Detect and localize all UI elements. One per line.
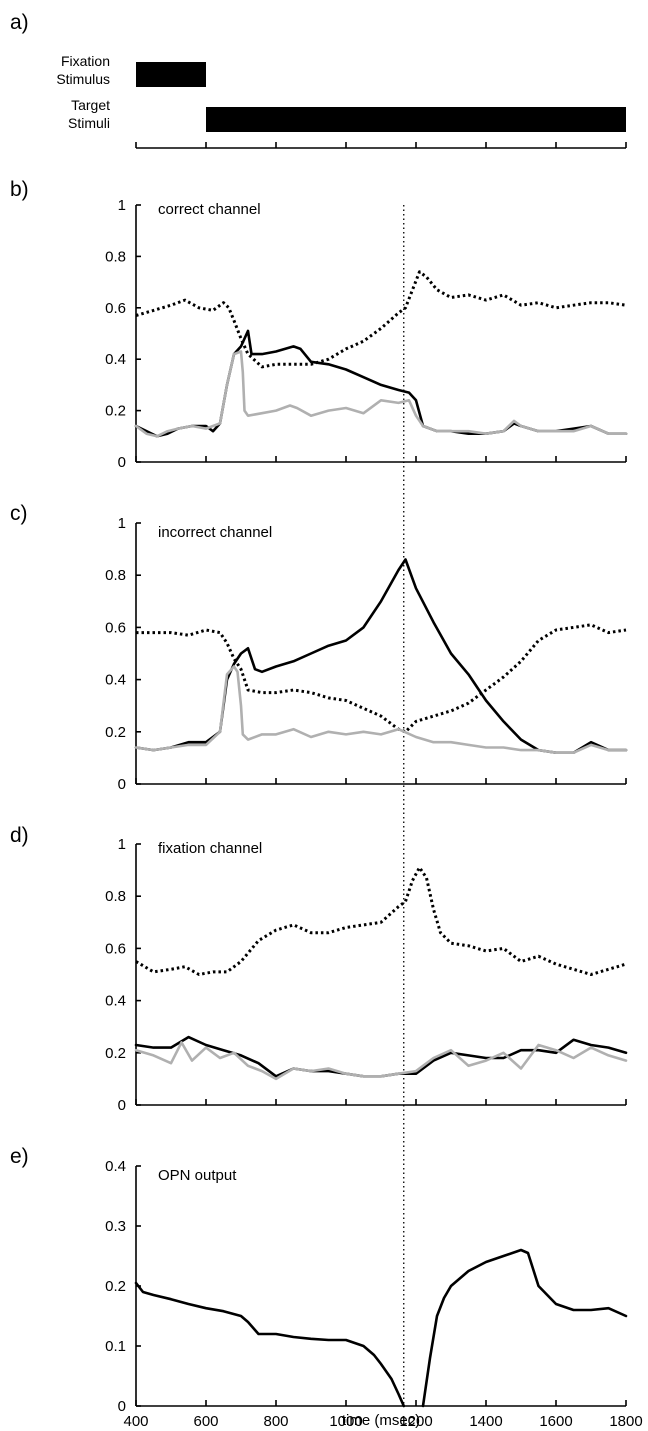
target-label-line2: Stimuli (68, 115, 110, 131)
series-line-solid-black (421, 1248, 628, 1408)
x-axis-label: time (msec) (342, 1412, 420, 1429)
fixation-label-line2: Stimulus (56, 71, 110, 87)
x-tick-label: 1000 (329, 1413, 362, 1430)
y-tick-label: 0.6 (105, 619, 126, 636)
correct-channel-chart: correct channel 0 0.2 0.4 0.6 0.8 1 (105, 197, 628, 471)
y-tick-label: 0.6 (105, 300, 126, 317)
y-tick-label: 0.3 (105, 1218, 126, 1235)
stimulus-timeline: Fixation Stimulus Target Stimuli (56, 53, 627, 149)
series-line-solid-gray (134, 665, 628, 754)
x-tick-label: 1800 (609, 1413, 642, 1430)
y-tick-label: 0.2 (105, 1278, 126, 1295)
y-tick-label: 0 (118, 776, 126, 793)
y-tick-label: 0 (118, 454, 126, 471)
target-stimuli-bar (206, 107, 626, 132)
y-tick-label: 0.4 (105, 672, 126, 689)
y-tick-label: 1 (118, 515, 126, 532)
chart-title-fixation-channel: fixation channel (158, 840, 262, 857)
fixation-stimulus-bar (136, 62, 206, 87)
x-tick-label: 1200 (399, 1413, 432, 1430)
fixation-label-line1: Fixation (61, 53, 110, 69)
series-line-dotted-black (136, 623, 627, 734)
y-tick-label: 0.8 (105, 888, 126, 905)
x-tick-label: 1600 (539, 1413, 572, 1430)
y-tick-label: 0.4 (105, 1158, 126, 1175)
x-tick-label: 1400 (469, 1413, 502, 1430)
series-line-dotted-black (135, 270, 627, 369)
panel-label-d: d) (10, 824, 29, 847)
chart-title-correct-channel: correct channel (158, 201, 261, 218)
y-tick-label: 0.2 (105, 1045, 126, 1062)
panel-label-a: a) (10, 11, 29, 34)
y-tick-label: 0.2 (105, 403, 126, 420)
series-line-solid-black (134, 558, 628, 754)
y-tick-label: 0.1 (105, 1338, 126, 1355)
series-line-solid-black (134, 329, 628, 438)
y-tick-label: 0.4 (105, 993, 126, 1010)
fixation-channel-chart: fixation channel 0 0.2 0.4 0.6 0.8 1 (105, 836, 628, 1114)
x-tick-label: 800 (263, 1413, 288, 1430)
y-tick-label: 0.8 (105, 248, 126, 265)
series-line-solid-black (134, 1035, 628, 1078)
chart-title-incorrect-channel: incorrect channel (158, 524, 272, 541)
y-tick-label: 1 (118, 197, 126, 214)
y-tick-label: 0.8 (105, 567, 126, 584)
series-line-solid-gray (134, 350, 628, 438)
y-tick-label: 1 (118, 836, 126, 853)
series-line-solid-black (134, 1281, 406, 1408)
incorrect-channel-chart: incorrect channel 0 0.2 0.4 0.6 0.8 1 (105, 515, 628, 793)
x-tick-label: 600 (193, 1413, 218, 1430)
y-tick-label: 0 (118, 1398, 126, 1415)
target-label-line1: Target (71, 97, 110, 113)
series-line-solid-gray (134, 1041, 628, 1081)
opn-output-chart: OPN output 0 0.1 0.2 0.3 0.4 400 600 800 1000 120… (105, 1158, 643, 1430)
x-tick-label: 400 (123, 1413, 148, 1430)
panel-label-c: c) (10, 502, 28, 525)
y-tick-label: 0 (118, 1097, 126, 1114)
y-tick-label: 0.6 (105, 940, 126, 957)
timeline-axis (135, 142, 627, 149)
chart-title-opn-output: OPN output (158, 1167, 237, 1184)
y-tick-label: 0.4 (105, 351, 126, 368)
panel-label-b: b) (10, 178, 29, 201)
panel-label-e: e) (10, 1145, 29, 1168)
y-tick-label: 0.2 (105, 724, 126, 741)
series-line-dotted-black (135, 866, 627, 976)
